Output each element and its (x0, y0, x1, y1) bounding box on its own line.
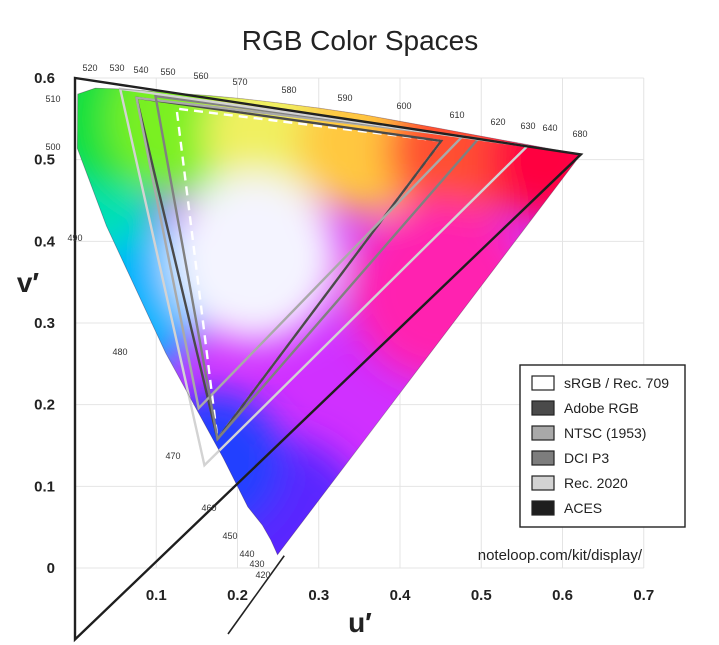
legend-label-2: NTSC (1953) (564, 425, 646, 441)
x-tick-label-6: 0.7 (633, 587, 654, 604)
axes (74, 77, 582, 635)
wavelength-label-530: 530 (109, 63, 124, 73)
wavelength-label-450: 450 (222, 531, 237, 541)
locus-outline (76, 87, 582, 556)
credit-text: noteloop.com/kit/display/ (478, 547, 643, 564)
legend-label-3: DCI P3 (564, 450, 609, 466)
wavelength-label-580: 580 (281, 85, 296, 95)
y-tick-label-0: 0 (47, 560, 55, 577)
wavelength-label-480: 480 (112, 347, 127, 357)
legend-swatch-5 (531, 500, 555, 516)
wavelength-label-640: 640 (542, 123, 557, 133)
chart-title: RGB Color Spaces (242, 25, 479, 56)
legend-swatch-4 (531, 475, 555, 491)
wavelength-label-470: 470 (165, 451, 180, 461)
wavelength-label-600: 600 (396, 101, 411, 111)
wavelength-label-550: 550 (160, 67, 175, 77)
y-tick-labels: 0 0.1 0.2 0.3 0.4 0.5 0.6 (34, 70, 56, 577)
wavelength-label-560: 560 (193, 71, 208, 81)
legend-box (519, 364, 686, 528)
legend-label-4: Rec. 2020 (564, 475, 628, 491)
legend-label-0: sRGB / Rec. 709 (564, 375, 669, 391)
color-blob-11 (168, 172, 339, 343)
wavelength-label-490: 490 (67, 233, 82, 243)
x-tick-label-1: 0.2 (227, 587, 248, 604)
x-tick-labels: 0.1 0.2 0.3 0.4 0.5 0.6 0.7 (146, 587, 654, 604)
x-tick-label-2: 0.3 (308, 587, 329, 604)
x-tick-label-3: 0.4 (390, 587, 412, 604)
y-axis-label: v′ (17, 267, 40, 298)
x-tick-label-0: 0.1 (146, 587, 167, 604)
y-tick-label-4: 0.4 (34, 233, 56, 250)
legend-label-1: Adobe RGB (564, 400, 639, 416)
wavelength-label-630: 630 (520, 121, 535, 131)
wavelength-label-520: 520 (82, 63, 97, 73)
legend-swatch-0 (531, 375, 555, 391)
wavelength-label-430: 430 (249, 559, 264, 569)
y-tick-label-5: 0.5 (34, 152, 55, 169)
y-tick-label-1: 0.1 (34, 478, 55, 495)
top-edge-line (74, 77, 581, 156)
wavelength-label-680: 680 (572, 129, 587, 139)
legend-swatch-3 (531, 450, 555, 466)
gamut-rec-2020 (118, 87, 530, 468)
wavelength-label-440: 440 (239, 549, 254, 559)
wavelength-label-460: 460 (201, 503, 216, 513)
wavelength-label-590: 590 (337, 93, 352, 103)
wavelength-label-610: 610 (449, 110, 464, 120)
x-tick-label-5: 0.6 (552, 587, 573, 604)
wavelength-label-420: 420 (255, 570, 270, 580)
wavelength-label-500: 500 (45, 142, 60, 152)
legend-swatch-1 (531, 400, 555, 416)
wavelength-label-510: 510 (45, 94, 60, 104)
gamut-adobe-rgb (134, 96, 444, 442)
legend: sRGB / Rec. 709 Adobe RGB NTSC (1953) DCI P… (519, 364, 686, 528)
wavelength-label-620: 620 (490, 117, 505, 127)
y-tick-label-6: 0.6 (34, 70, 55, 87)
x-axis-label: u′ (348, 607, 372, 638)
legend-swatch-2 (531, 425, 555, 441)
wavelength-label-570: 570 (232, 77, 247, 87)
wavelength-label-540: 540 (133, 65, 148, 75)
x-tick-label-4: 0.5 (471, 587, 492, 604)
gamut-ntsc-1953- (135, 96, 466, 411)
purple-line-ext (227, 555, 285, 635)
y-tick-label-2: 0.2 (34, 397, 55, 414)
y-tick-label-3: 0.3 (34, 315, 55, 332)
legend-label-5: ACES (564, 500, 602, 516)
